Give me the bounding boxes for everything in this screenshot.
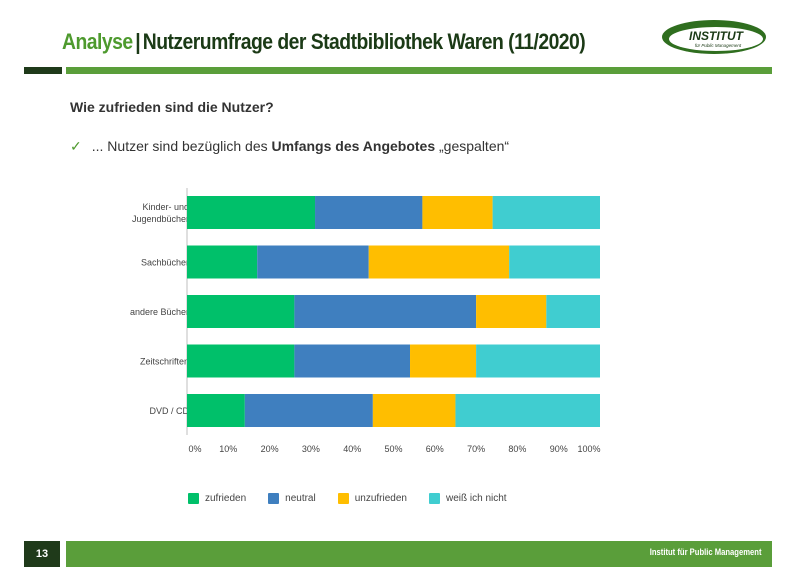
- category-label: Kinder- und: [142, 202, 189, 212]
- bullet-bold: Umfangs des Angebotes: [271, 138, 436, 154]
- bar-segment-unzufrieden: [372, 394, 456, 427]
- category-label: Zeitschriften: [140, 357, 189, 367]
- x-tick-label: 100%: [577, 444, 600, 454]
- legend-label: zufrieden: [205, 493, 247, 504]
- legend-item: neutral: [268, 493, 316, 504]
- footer-org-name: Institut für Public Management: [650, 547, 762, 557]
- bar-segment-weiß-ich-nicht: [509, 245, 600, 279]
- x-tick-label: 0%: [188, 444, 201, 454]
- legend-item: zufrieden: [188, 493, 246, 504]
- checkmark-icon: ✓: [70, 138, 82, 154]
- x-tick-label: 90%: [550, 444, 568, 454]
- bar-segment-zufrieden: [187, 344, 295, 378]
- bar-segment-zufrieden: [187, 394, 245, 427]
- category-label: andere Bücher: [130, 307, 189, 317]
- x-tick-label: 60%: [426, 444, 444, 454]
- bar-segment-weiß-ich-nicht: [455, 394, 600, 427]
- bullet-suffix: „gespalten“: [435, 138, 510, 154]
- legend-swatch: [268, 493, 280, 504]
- bar-segment-zufrieden: [187, 245, 258, 279]
- bar-segment-unzufrieden: [368, 245, 510, 279]
- title-main: Nutzerumfrage der Stadtbibliothek Waren …: [142, 29, 586, 54]
- legend-swatch: [428, 493, 440, 504]
- bar-segment-unzufrieden: [476, 295, 547, 328]
- header-rule-dark: [24, 67, 62, 74]
- legend-label: unzufrieden: [354, 493, 407, 504]
- bar-segment-neutral: [315, 196, 423, 229]
- category-label: Sachbücher: [141, 258, 189, 268]
- chart-legend: zufrieden neutral unzufrieden weiß ich nich…: [188, 493, 529, 504]
- logo-subtext: für Public Management: [695, 43, 742, 48]
- title-separator: |: [135, 29, 141, 54]
- title-accent: Analyse: [62, 29, 133, 54]
- legend-swatch: [337, 493, 349, 504]
- bar-segment-weiß-ich-nicht: [492, 196, 600, 229]
- x-tick-label: 80%: [508, 444, 526, 454]
- header-rule-green: [66, 67, 772, 74]
- page-number: 13: [24, 541, 60, 567]
- footer-bar: [66, 541, 772, 567]
- logo-text: INSTITUT: [689, 29, 745, 43]
- x-tick-label: 20%: [261, 444, 279, 454]
- legend-label: weiß ich nicht: [445, 493, 507, 504]
- page-title: Analyse | Nutzerumfrage der Stadtbibliothe…: [62, 29, 586, 55]
- bullet-statement: ✓ ... Nutzer sind bezüglich des Umfangs d…: [70, 138, 509, 155]
- bar-segment-weiß-ich-nicht: [476, 344, 600, 378]
- bar-segment-neutral: [294, 295, 477, 328]
- legend-item: unzufrieden: [337, 493, 407, 504]
- bar-segment-zufrieden: [187, 295, 295, 328]
- legend-item: weiß ich nicht: [428, 493, 507, 504]
- category-label: DVD / CD: [149, 406, 189, 416]
- bar-segment-neutral: [257, 245, 369, 279]
- bullet-prefix: ... Nutzer sind bezüglich des: [91, 138, 272, 154]
- bar-segment-unzufrieden: [410, 344, 477, 378]
- x-tick-label: 50%: [384, 444, 402, 454]
- question-heading: Wie zufrieden sind die Nutzer?: [70, 99, 274, 115]
- bar-segment-neutral: [244, 394, 373, 427]
- institut-logo: INSTITUT für Public Management: [662, 20, 766, 54]
- bar-segment-zufrieden: [187, 196, 316, 229]
- bar-segment-neutral: [294, 344, 411, 378]
- bar-segment-weiß-ich-nicht: [546, 295, 600, 328]
- legend-label: neutral: [285, 493, 316, 504]
- category-label: Jugendbücher: [132, 214, 189, 224]
- x-tick-label: 70%: [467, 444, 485, 454]
- x-tick-label: 10%: [219, 444, 237, 454]
- bar-segment-unzufrieden: [422, 196, 493, 229]
- x-tick-label: 30%: [302, 444, 320, 454]
- x-tick-label: 40%: [343, 444, 361, 454]
- legend-swatch: [188, 493, 199, 504]
